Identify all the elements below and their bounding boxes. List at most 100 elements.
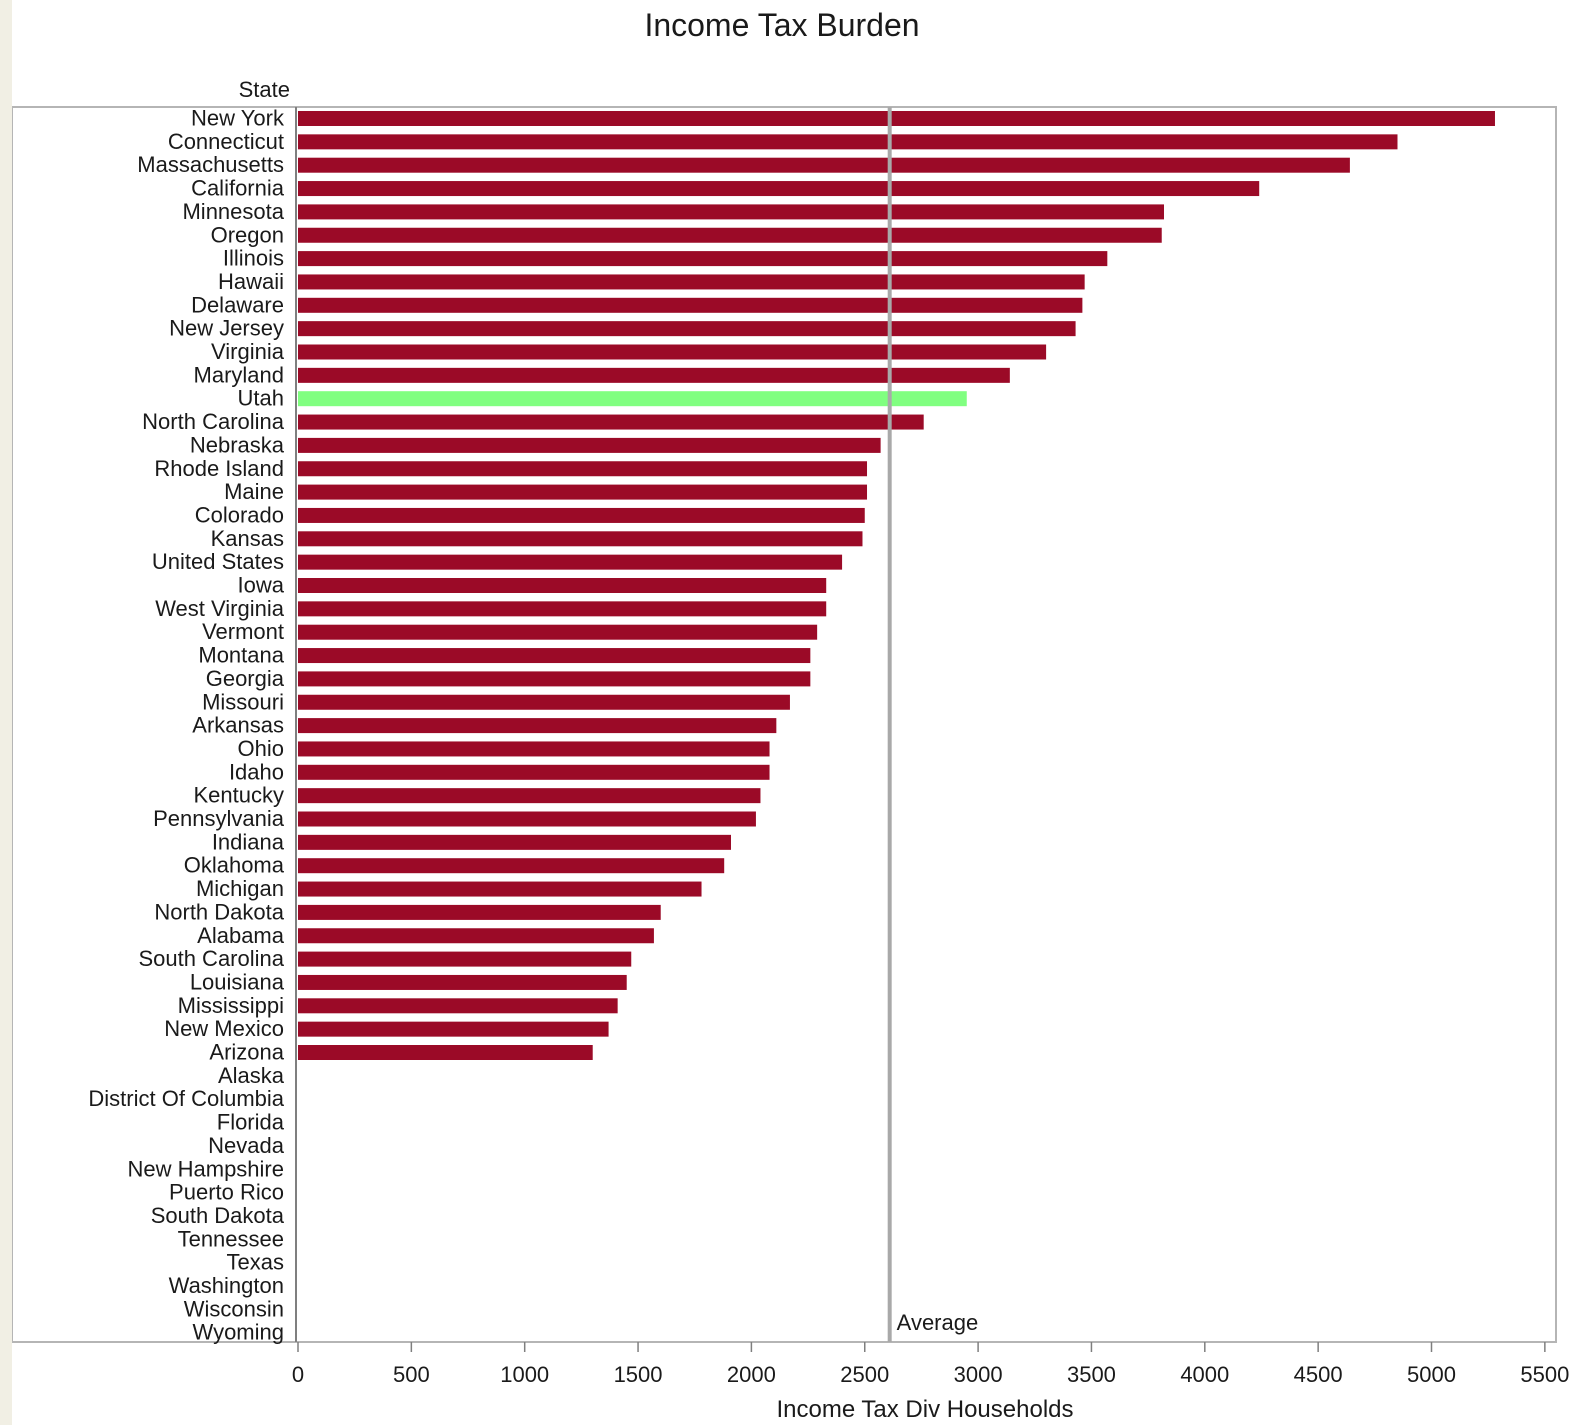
category-label-ohio: Ohio — [238, 736, 284, 761]
bar-indiana[interactable] — [298, 834, 731, 850]
x-tick-label: 2000 — [727, 1362, 776, 1387]
category-label-west-virginia: West Virginia — [155, 596, 285, 621]
category-label-wyoming: Wyoming — [193, 1320, 285, 1345]
category-label-tennessee: Tennessee — [178, 1226, 284, 1251]
category-label-south-carolina: South Carolina — [138, 946, 284, 971]
category-label-north-carolina: North Carolina — [142, 409, 285, 434]
category-label-district-of-columbia: District Of Columbia — [88, 1086, 284, 1111]
bar-vermont[interactable] — [298, 624, 818, 640]
bar-maryland[interactable] — [298, 367, 1010, 383]
bar-oklahoma[interactable] — [298, 858, 725, 874]
category-label-michigan: Michigan — [196, 876, 284, 901]
category-label-connecticut: Connecticut — [168, 129, 284, 154]
bar-connecticut[interactable] — [298, 134, 1398, 150]
category-label-georgia: Georgia — [206, 666, 285, 691]
category-label-massachusetts: Massachusetts — [137, 152, 284, 177]
category-label-louisiana: Louisiana — [190, 969, 285, 994]
bar-new-york[interactable] — [298, 111, 1495, 126]
category-label-hawaii: Hawaii — [218, 269, 284, 294]
x-tick-label: 5500 — [1520, 1362, 1569, 1387]
bar-michigan[interactable] — [298, 881, 702, 897]
bar-oregon[interactable] — [298, 227, 1162, 243]
category-label-maryland: Maryland — [194, 362, 284, 387]
category-label-united-states: United States — [152, 549, 284, 574]
x-tick-label: 3000 — [954, 1362, 1003, 1387]
category-label-illinois: Illinois — [223, 246, 284, 271]
x-tick-label: 5000 — [1407, 1362, 1456, 1387]
category-label-idaho: Idaho — [229, 759, 284, 784]
x-axis-title: Income Tax Div Households — [776, 1396, 1073, 1423]
bar-hawaii[interactable] — [298, 274, 1085, 290]
bar-new-jersey[interactable] — [298, 321, 1076, 337]
bar-south-carolina[interactable] — [298, 951, 632, 967]
bar-ohio[interactable] — [298, 741, 770, 757]
chart-container: Income Tax Burden State Income Tax Div H… — [12, 0, 1570, 1425]
bar-missouri[interactable] — [298, 694, 790, 710]
bar-illinois[interactable] — [298, 251, 1108, 267]
category-label-pennsylvania: Pennsylvania — [153, 806, 285, 831]
bar-rhode-island[interactable] — [298, 461, 868, 477]
x-axis-ticks: 0 500 1000 1500 2000 2500 3000 3500 4000 4500 5000… — [292, 1342, 1569, 1387]
bar-chart: Income Tax Burden State Income Tax Div H… — [12, 7, 1569, 1423]
bar-maine[interactable] — [298, 484, 868, 500]
bar-north-dakota[interactable] — [298, 904, 661, 920]
category-label-new-jersey: New Jersey — [169, 316, 284, 341]
category-label-mississippi: Mississippi — [178, 993, 284, 1018]
category-label-virginia: Virginia — [211, 339, 285, 364]
category-label-puerto-rico: Puerto Rico — [169, 1180, 284, 1205]
bar-colorado[interactable] — [298, 507, 865, 523]
bar-montana[interactable] — [298, 648, 811, 664]
plot-frame — [12, 106, 1557, 1343]
bar-mississippi[interactable] — [298, 998, 618, 1014]
bar-louisiana[interactable] — [298, 974, 627, 990]
x-tick-label: 1000 — [500, 1362, 549, 1387]
category-label-montana: Montana — [198, 643, 284, 668]
bar-west-virginia[interactable] — [298, 601, 827, 617]
category-label-minnesota: Minnesota — [182, 199, 284, 224]
bar-new-mexico[interactable] — [298, 1021, 609, 1037]
category-label-new-york: New York — [191, 106, 285, 131]
category-label-alabama: Alabama — [197, 923, 285, 948]
category-label-utah: Utah — [238, 386, 284, 411]
category-label-maine: Maine — [224, 479, 284, 504]
bar-delaware[interactable] — [298, 297, 1083, 313]
category-label-california: California — [191, 176, 285, 201]
category-label-south-dakota: South Dakota — [151, 1203, 285, 1228]
bar-virginia[interactable] — [298, 344, 1047, 360]
bar-minnesota[interactable] — [298, 204, 1164, 220]
x-tick-label: 0 — [292, 1362, 304, 1387]
category-label-iowa: Iowa — [238, 573, 285, 598]
bar-arkansas[interactable] — [298, 718, 777, 734]
bar-kentucky[interactable] — [298, 788, 761, 804]
x-tick-label: 3500 — [1067, 1362, 1116, 1387]
category-label-colorado: Colorado — [195, 502, 284, 527]
bar-united-states[interactable] — [298, 554, 843, 570]
bar-alabama[interactable] — [298, 928, 654, 944]
category-label-wisconsin: Wisconsin — [184, 1296, 284, 1321]
category-label-new-mexico: New Mexico — [164, 1016, 284, 1041]
bar-arizona[interactable] — [298, 1045, 593, 1060]
category-label-alaska: Alaska — [218, 1063, 285, 1088]
x-tick-label: 4500 — [1294, 1362, 1343, 1387]
category-label-florida: Florida — [217, 1110, 285, 1135]
bar-idaho[interactable] — [298, 764, 770, 780]
bar-kansas[interactable] — [298, 531, 863, 547]
chart-title: Income Tax Burden — [644, 7, 919, 43]
bar-nebraska[interactable] — [298, 437, 881, 453]
category-label-nebraska: Nebraska — [190, 432, 285, 457]
category-label-vermont: Vermont — [202, 619, 284, 644]
category-label-washington: Washington — [169, 1273, 284, 1298]
bar-california[interactable] — [298, 181, 1260, 197]
category-label-rhode-island: Rhode Island — [154, 456, 284, 481]
x-tick-label: 500 — [393, 1362, 430, 1387]
category-label-indiana: Indiana — [212, 829, 285, 854]
bar-iowa[interactable] — [298, 578, 827, 593]
category-label-new-hampshire: New Hampshire — [128, 1156, 285, 1181]
bar-georgia[interactable] — [298, 671, 811, 687]
bar-massachusetts[interactable] — [298, 157, 1350, 173]
bars-group — [298, 111, 1495, 1060]
bar-north-carolina[interactable] — [298, 414, 924, 430]
category-label-oklahoma: Oklahoma — [184, 853, 285, 878]
bar-utah[interactable] — [298, 391, 967, 407]
bar-pennsylvania[interactable] — [298, 811, 756, 827]
